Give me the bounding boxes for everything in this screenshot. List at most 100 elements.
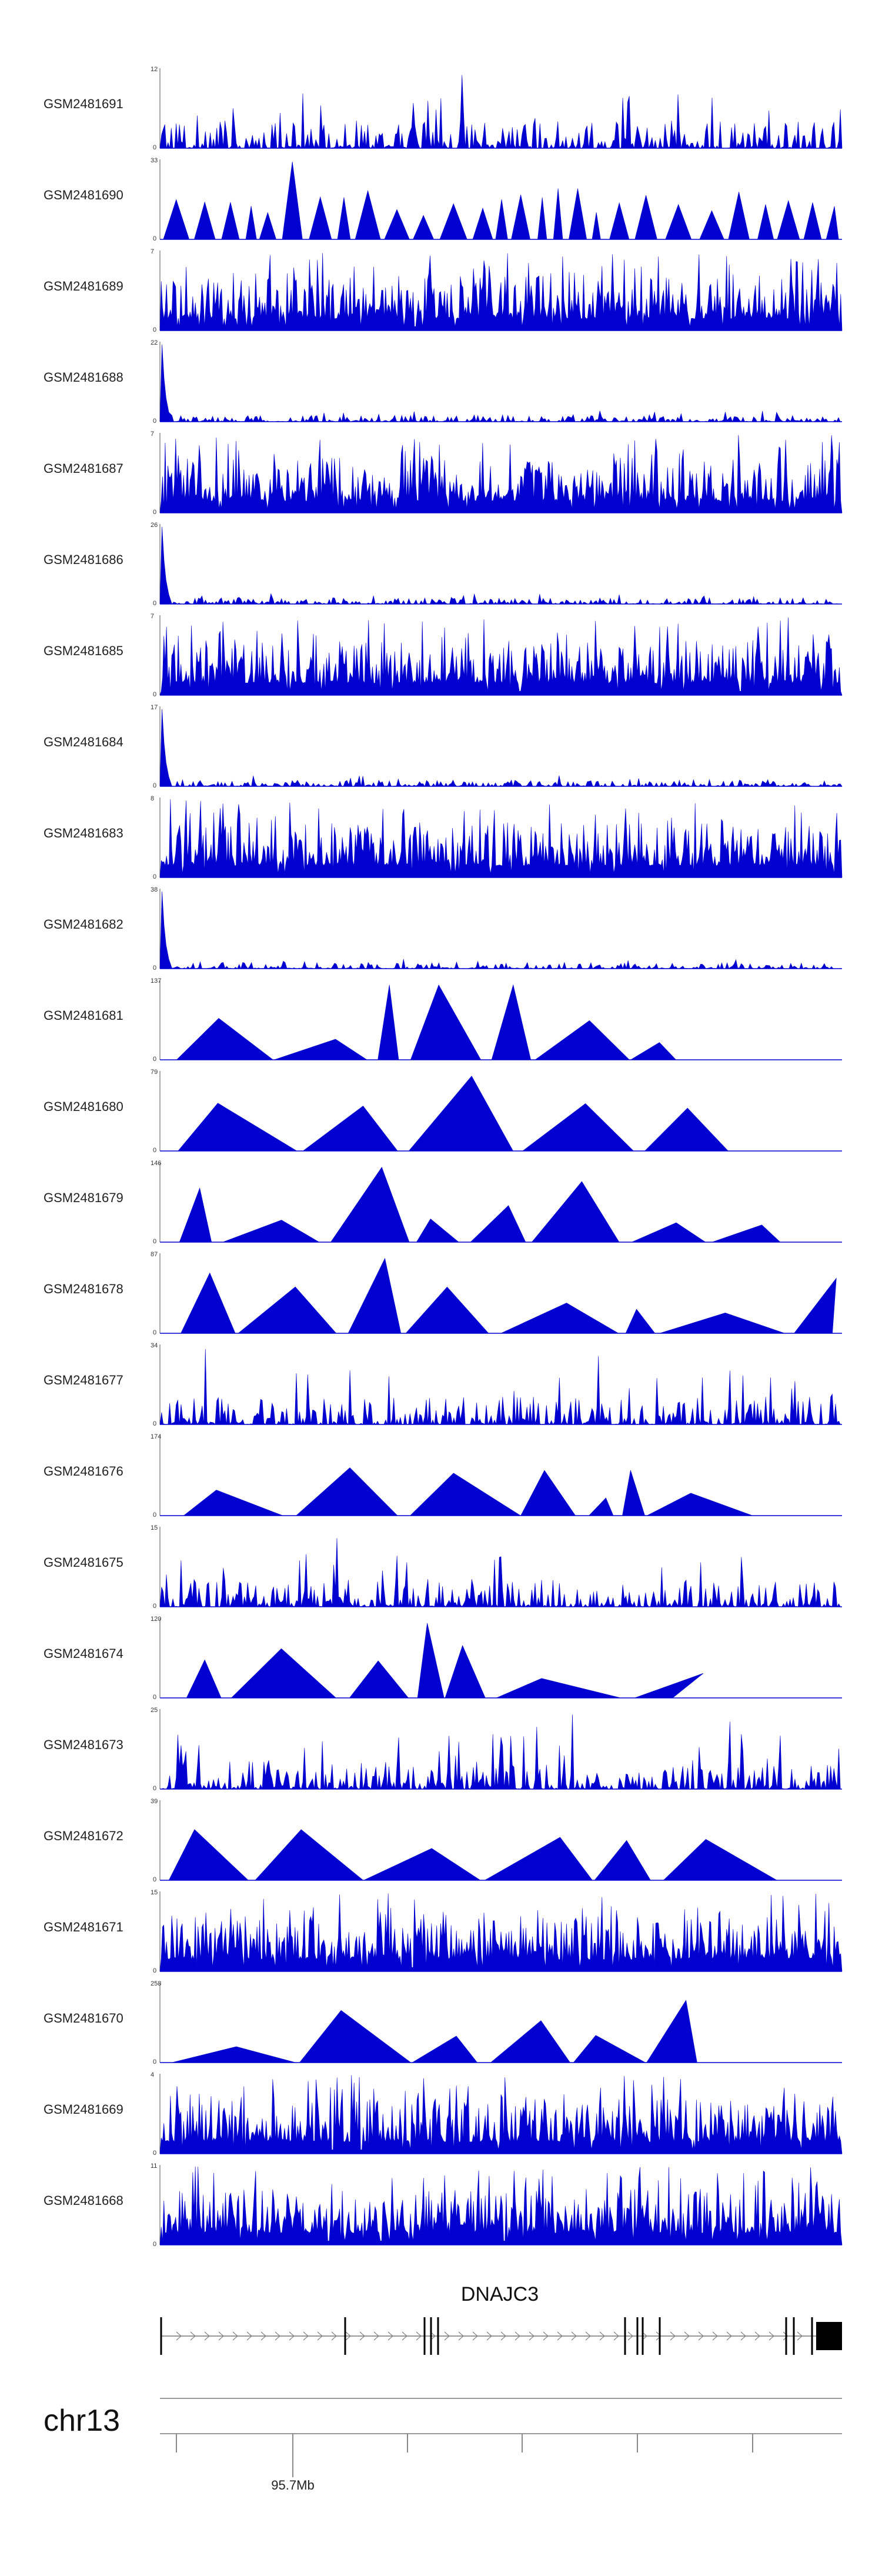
strand-chevron xyxy=(373,2331,379,2341)
exon xyxy=(811,2317,813,2355)
ymin-label: 0 xyxy=(153,326,156,333)
strand-chevron xyxy=(176,2331,182,2341)
strand-chevron xyxy=(416,2331,422,2341)
track: GSM2481668 11 0 xyxy=(44,2163,843,2248)
track: GSM2481675 15 0 xyxy=(44,1524,843,1610)
strand-chevron xyxy=(430,2331,436,2341)
exon xyxy=(636,2317,639,2355)
strand-chevron xyxy=(232,2331,238,2341)
track-label: GSM2481671 xyxy=(44,1920,123,1934)
exon xyxy=(423,2317,426,2355)
track-label: GSM2481674 xyxy=(44,1646,123,1661)
strand-chevron xyxy=(698,2331,704,2341)
strand-chevron xyxy=(529,2331,534,2341)
strand-chevron xyxy=(289,2331,295,2341)
strand-chevron xyxy=(684,2331,690,2341)
signal-area xyxy=(159,1538,843,1608)
track-label: GSM2481688 xyxy=(44,370,123,385)
ymin-label: 0 xyxy=(153,1967,156,1974)
track: GSM2481681 137 0 xyxy=(44,977,842,1063)
ymin-label: 0 xyxy=(153,2241,156,2248)
exon xyxy=(430,2317,432,2355)
ymax-label: 33 xyxy=(151,157,158,164)
track-label: GSM2481682 xyxy=(44,917,123,932)
track-label: GSM2481669 xyxy=(44,2102,123,2117)
exon xyxy=(793,2317,795,2355)
ymin-label: 0 xyxy=(153,1511,156,1519)
strand-chevron xyxy=(500,2331,506,2341)
track-label: GSM2481672 xyxy=(44,1828,123,1843)
ymin-label: 0 xyxy=(153,509,156,516)
strand-chevron xyxy=(218,2331,224,2341)
ymin-label: 0 xyxy=(153,691,156,698)
gene-track: DNAJC3 xyxy=(160,2283,842,2355)
track-label: GSM2481689 xyxy=(44,279,123,293)
strand-chevron xyxy=(613,2331,619,2341)
strand-chevron xyxy=(472,2331,478,2341)
track-label: GSM2481675 xyxy=(44,1555,123,1570)
track: GSM2481691 12 0 xyxy=(44,66,843,151)
track: GSM2481676 174 0 xyxy=(44,1433,842,1519)
ymax-label: 11 xyxy=(151,2163,157,2170)
track: GSM2481679 146 0 xyxy=(44,1160,842,1245)
exon xyxy=(160,2317,162,2355)
strand-chevron xyxy=(331,2331,337,2341)
signal-area xyxy=(159,799,843,878)
exon xyxy=(785,2317,787,2355)
signal-area xyxy=(160,1623,842,1699)
exon xyxy=(642,2317,644,2355)
signal-area xyxy=(160,1076,842,1152)
track: GSM2481686 26 0 xyxy=(44,522,842,607)
ymin-label: 0 xyxy=(153,873,156,880)
track: GSM2481690 33 0 xyxy=(44,157,842,242)
track-label: GSM2481677 xyxy=(44,1373,123,1387)
signal-area xyxy=(160,1714,842,1790)
signal-area xyxy=(159,2075,843,2154)
track-label: GSM2481668 xyxy=(44,2193,123,2208)
tick-label: 95.7Mb xyxy=(271,2478,314,2492)
strand-chevron xyxy=(585,2331,591,2341)
ymin-label: 0 xyxy=(153,1420,156,1427)
chromosome-axis: chr13 95.7Mb xyxy=(44,2398,842,2492)
signal-area xyxy=(159,344,843,423)
signal-area xyxy=(159,617,843,696)
track-label: GSM2481679 xyxy=(44,1190,123,1205)
strand-chevron xyxy=(769,2331,774,2341)
track: GSM2481684 17 0 xyxy=(44,704,843,789)
ymax-label: 146 xyxy=(151,1160,161,1167)
ymin-label: 0 xyxy=(153,2150,156,2157)
ymax-label: 38 xyxy=(151,886,158,893)
ymax-label: 34 xyxy=(151,1342,158,1349)
track: GSM2481687 7 0 xyxy=(44,431,843,516)
signal-area xyxy=(159,1893,843,1972)
ymin-label: 0 xyxy=(153,1603,156,1610)
strand-chevron xyxy=(345,2331,351,2341)
ymax-label: 12 xyxy=(151,66,158,73)
exon xyxy=(344,2317,346,2355)
track: GSM2481671 15 0 xyxy=(44,1889,843,1974)
ymin-label: 0 xyxy=(153,1876,156,1883)
track-label: GSM2481685 xyxy=(44,643,123,658)
track: GSM2481689 7 0 xyxy=(44,248,843,333)
ymin-label: 0 xyxy=(153,782,156,789)
ymax-label: 39 xyxy=(151,1798,158,1805)
strand-chevron xyxy=(712,2331,718,2341)
track: GSM2481677 34 0 xyxy=(44,1342,842,1427)
ymax-label: 15 xyxy=(151,1889,158,1896)
ymin-label: 0 xyxy=(153,1238,156,1245)
ymax-label: 79 xyxy=(151,1069,158,1076)
signal-area xyxy=(160,1167,842,1243)
signal-area xyxy=(160,2000,842,2063)
track-label: GSM2481691 xyxy=(44,96,123,111)
signal-area xyxy=(160,161,842,240)
strand-chevron xyxy=(402,2331,407,2341)
strand-chevron xyxy=(740,2331,746,2341)
signal-area xyxy=(160,1257,842,1334)
ymax-label: 120 xyxy=(151,1616,161,1623)
track: GSM2481683 8 0 xyxy=(44,795,843,880)
track: GSM2481678 87 0 xyxy=(44,1251,842,1336)
ymax-label: 7 xyxy=(151,248,154,255)
exon xyxy=(624,2317,626,2355)
signal-tracks: GSM2481691120GSM2481690330GSM248168970GS… xyxy=(44,66,843,2248)
ymin-label: 0 xyxy=(153,965,156,972)
